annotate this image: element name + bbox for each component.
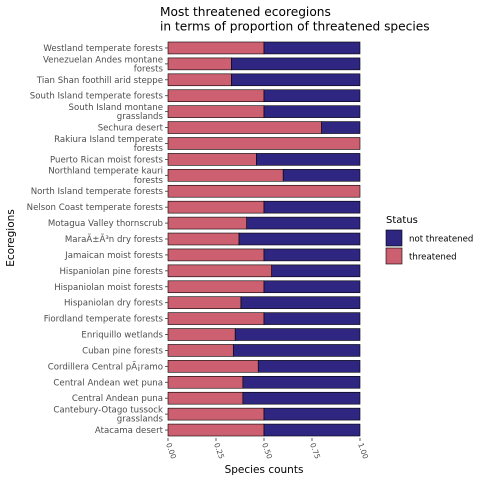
y-tick-label: Northland temperate kauri forests bbox=[48, 167, 163, 186]
y-axis-title: Ecoregions bbox=[5, 209, 17, 267]
y-tick-label: Sechura desert bbox=[98, 124, 164, 134]
legend-label: not threatened bbox=[409, 235, 473, 245]
bar-not-threatened bbox=[238, 232, 361, 246]
y-tick-label: Cantebury-Otago tussock grasslands bbox=[53, 406, 163, 425]
y-tick-label: South Island temperate forests bbox=[30, 92, 164, 102]
y-tick-label: MaraÃ±Ã³n dry forests bbox=[65, 234, 164, 245]
bar-not-threatened bbox=[246, 216, 361, 230]
bar-threatened bbox=[167, 184, 361, 198]
y-tick-label: Hispaniolan pine forests bbox=[59, 267, 163, 277]
x-tick-label: 0.50 bbox=[260, 442, 274, 461]
y-tick-label: Puerto Rican moist forests bbox=[50, 155, 164, 165]
bar-not-threatened bbox=[231, 57, 361, 71]
bar-threatened bbox=[167, 391, 244, 405]
y-tick-label: Atacama desert bbox=[95, 426, 164, 436]
bar-not-threatened bbox=[263, 200, 361, 214]
legend-label: threatened bbox=[409, 253, 457, 263]
y-tick-label: Cordillera Central pÃ¡ramo bbox=[48, 361, 163, 372]
bar-threatened bbox=[167, 264, 272, 278]
chart-title-line: Most threatened ecoregions bbox=[160, 5, 331, 19]
chart-title-line: in terms of proportion of threatened spe… bbox=[160, 20, 430, 34]
bar-threatened bbox=[167, 296, 242, 309]
bar-threatened bbox=[167, 41, 265, 55]
y-tick-label: North Island temperate forests bbox=[31, 187, 164, 197]
bar-not-threatened bbox=[256, 153, 361, 166]
x-tick-label: 0.75 bbox=[308, 442, 322, 461]
bar-not-threatened bbox=[263, 89, 361, 102]
y-tick-label: Hispaniolan moist forests bbox=[54, 283, 163, 293]
bar-threatened bbox=[167, 423, 265, 437]
y-tick-label: Hispaniolan dry forests bbox=[64, 299, 164, 309]
y-tick-label: Venezuelan Andes montane forests bbox=[43, 55, 164, 74]
bar-not-threatened bbox=[242, 391, 361, 405]
bars-group bbox=[167, 41, 361, 437]
x-tick-label: 1.00 bbox=[356, 442, 370, 461]
y-tick-label: Central Andean wet puna bbox=[53, 378, 163, 388]
y-tick-label: Fiordland temperate forests bbox=[44, 315, 164, 325]
bar-not-threatened bbox=[271, 264, 361, 278]
y-tick-label: South Island montane grasslands bbox=[69, 103, 164, 122]
x-ticks-group: 0.00 0.25 0.50 0.75 1.00 bbox=[164, 438, 370, 460]
bar-threatened bbox=[167, 105, 265, 118]
y-tick-label: Jamaican moist forests bbox=[64, 251, 163, 261]
bar-not-threatened bbox=[242, 376, 361, 389]
bar-threatened bbox=[167, 89, 265, 102]
y-tick-label: Enriquillo wetlands bbox=[81, 331, 163, 341]
bar-threatened bbox=[167, 137, 361, 150]
bar-not-threatened bbox=[231, 73, 361, 87]
bar-not-threatened bbox=[240, 296, 361, 309]
bar-not-threatened bbox=[257, 360, 361, 373]
y-tick-label: Westland temperate forests bbox=[43, 44, 163, 54]
bar-threatened bbox=[167, 200, 265, 214]
y-tick-label: Tian Shan foothill arid steppe bbox=[36, 76, 163, 86]
bar-not-threatened bbox=[263, 407, 361, 421]
bar-threatened bbox=[167, 280, 265, 294]
bar-threatened bbox=[167, 312, 265, 325]
bar-threatened bbox=[167, 328, 236, 341]
bar-threatened bbox=[167, 344, 234, 357]
bar-not-threatened bbox=[321, 121, 361, 134]
legend-key-threatened bbox=[385, 247, 403, 265]
bar-not-threatened bbox=[263, 423, 361, 437]
y-tick-label: Cuban pine forests bbox=[82, 346, 163, 356]
legend-title: Status bbox=[386, 215, 418, 226]
y-tick-label: Nelson Coast temperate forests bbox=[27, 203, 164, 213]
legend-key-not-threatened bbox=[385, 229, 403, 247]
x-tick-label: 0.00 bbox=[164, 442, 178, 461]
bar-not-threatened bbox=[263, 105, 361, 118]
y-tick-label: Central Andean puna bbox=[72, 394, 163, 404]
bar-threatened bbox=[167, 232, 240, 246]
bar-threatened bbox=[167, 360, 259, 373]
y-tick-label: Rakiura Island temperate forests bbox=[54, 135, 163, 154]
bar-not-threatened bbox=[263, 248, 361, 262]
bar-threatened bbox=[167, 153, 257, 166]
bar-threatened bbox=[167, 169, 284, 182]
chart-title: Most threatened ecoregions in terms of pr… bbox=[160, 5, 430, 34]
bar-not-threatened bbox=[282, 169, 361, 182]
bar-threatened bbox=[167, 248, 265, 262]
x-tick-label: 0.25 bbox=[212, 442, 226, 461]
y-tick-label: Motagua Valley thornscrub bbox=[48, 219, 163, 229]
bar-threatened bbox=[167, 121, 322, 134]
bar-not-threatened bbox=[234, 328, 361, 341]
legend: not threatened threatened bbox=[385, 229, 473, 265]
bar-threatened bbox=[167, 407, 265, 421]
bar-threatened bbox=[167, 57, 232, 71]
bar-not-threatened bbox=[263, 280, 361, 294]
x-axis-title: Species counts bbox=[225, 464, 304, 476]
bar-threatened bbox=[167, 376, 244, 389]
bar-not-threatened bbox=[232, 344, 361, 357]
bar-threatened bbox=[167, 73, 232, 87]
bar-threatened bbox=[167, 216, 248, 230]
bar-not-threatened bbox=[263, 312, 361, 325]
bar-not-threatened bbox=[263, 41, 361, 55]
